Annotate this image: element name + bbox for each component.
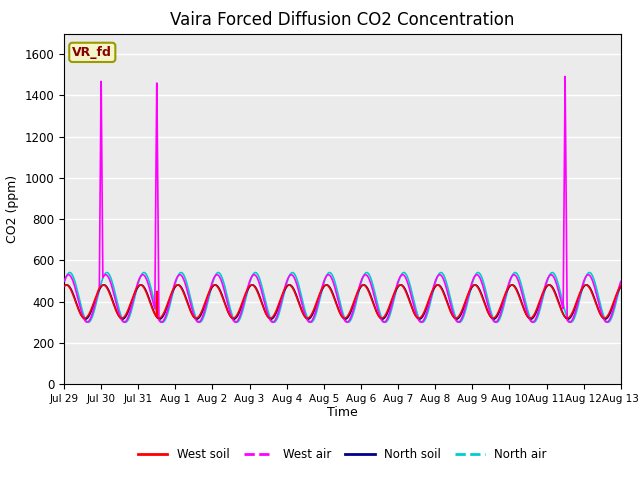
Line: West soil: West soil xyxy=(64,285,621,318)
West soil xyxy=(294,299,302,304)
West soil xyxy=(465,289,472,295)
West soil xyxy=(136,282,144,288)
North soil xyxy=(60,284,68,289)
Line: North air: North air xyxy=(64,273,621,322)
West air xyxy=(572,306,580,312)
West soil xyxy=(60,283,68,289)
Line: North soil: North soil xyxy=(64,285,621,319)
Line: West air: West air xyxy=(64,76,621,322)
West air xyxy=(561,73,569,79)
North soil xyxy=(325,283,333,289)
North air xyxy=(177,270,185,276)
West air xyxy=(617,278,625,284)
North soil xyxy=(193,316,200,322)
North soil xyxy=(600,316,608,322)
North air xyxy=(572,310,580,315)
North air xyxy=(294,280,302,286)
North soil xyxy=(299,310,307,315)
West soil xyxy=(600,315,608,321)
West air xyxy=(600,317,608,323)
North air xyxy=(60,280,68,286)
West soil xyxy=(617,283,625,289)
North air xyxy=(465,295,472,300)
North soil xyxy=(617,284,625,289)
Title: Vaira Forced Diffusion CO2 Concentration: Vaira Forced Diffusion CO2 Concentration xyxy=(170,11,515,29)
West soil xyxy=(572,300,580,305)
North soil xyxy=(572,302,580,308)
North air xyxy=(617,280,625,286)
North soil xyxy=(294,298,302,303)
North air xyxy=(122,319,129,325)
West air xyxy=(465,291,472,297)
West soil xyxy=(81,315,88,321)
North air xyxy=(299,299,307,304)
North soil xyxy=(63,282,70,288)
North air xyxy=(325,270,333,276)
West air xyxy=(299,303,307,309)
Y-axis label: CO2 (ppm): CO2 (ppm) xyxy=(6,175,19,243)
North soil xyxy=(465,291,472,297)
Legend: West soil, West air, North soil, North air: West soil, West air, North soil, North a… xyxy=(133,443,552,466)
Text: VR_fd: VR_fd xyxy=(72,46,112,59)
West air xyxy=(325,272,333,277)
West soil xyxy=(325,284,333,289)
North air xyxy=(600,314,608,320)
West air xyxy=(60,278,68,284)
West air xyxy=(294,286,302,292)
West air xyxy=(83,319,91,325)
West soil xyxy=(299,310,307,316)
X-axis label: Time: Time xyxy=(327,407,358,420)
